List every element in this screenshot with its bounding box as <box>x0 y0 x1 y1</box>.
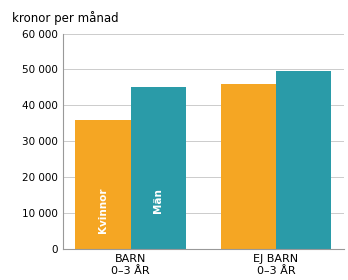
Bar <box>76 120 130 249</box>
Bar <box>276 71 331 249</box>
Text: Kvinnor: Kvinnor <box>98 187 108 233</box>
Bar <box>221 84 276 249</box>
Bar <box>130 87 186 249</box>
Text: kronor per månad: kronor per månad <box>12 11 119 25</box>
Text: Män: Män <box>153 188 163 213</box>
